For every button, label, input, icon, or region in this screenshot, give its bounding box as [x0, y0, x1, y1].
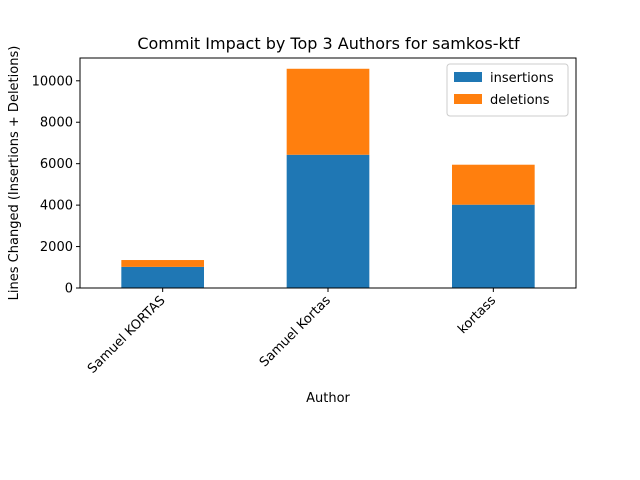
legend-swatch-deletions: [454, 94, 482, 104]
bar-deletions-0: [121, 260, 204, 267]
x-tick-label: kortass: [455, 293, 499, 337]
x-tick-label: Samuel KORTAS: [85, 293, 168, 376]
legend-swatch-insertions: [454, 72, 482, 82]
bars-layer: [121, 68, 535, 288]
plot-frame: [79, 57, 577, 289]
y-tick-label: 4000: [40, 199, 73, 214]
y-tick-label: 10000: [32, 74, 73, 89]
bar-insertions-1: [286, 154, 370, 288]
bar-insertions-0: [121, 266, 204, 288]
legend: insertions deletions: [446, 63, 569, 117]
y-axis: 0 2000 4000 6000 8000 10000: [32, 74, 80, 297]
y-tick-label: 2000: [40, 240, 73, 255]
bar-insertions-2: [452, 204, 535, 288]
y-tick-label: 8000: [40, 116, 73, 131]
y-axis-label: Lines Changed (Insertions + Deletions): [7, 46, 22, 301]
bar-deletions-2: [452, 164, 535, 205]
bar-deletions-1: [286, 68, 370, 155]
y-tick-label: 0: [65, 282, 73, 297]
legend-label-insertions: insertions: [490, 71, 554, 86]
legend-label-deletions: deletions: [490, 93, 550, 108]
x-tick-label: Samuel Kortas: [257, 293, 334, 370]
x-axis: Samuel KORTAS Samuel Kortas kortass: [85, 288, 499, 377]
x-axis-label: Author: [306, 391, 350, 406]
chart-title: Commit Impact by Top 3 Authors for samko…: [137, 34, 520, 53]
y-tick-label: 6000: [40, 157, 73, 172]
